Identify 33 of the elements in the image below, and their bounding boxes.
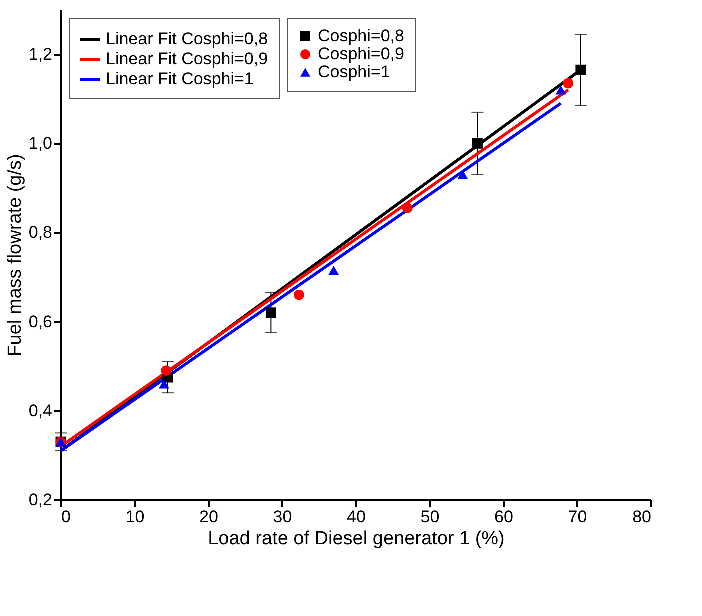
y-tick-label: 0,2: [28, 490, 52, 510]
x-tick-label: 20: [200, 508, 218, 526]
point: [328, 266, 340, 276]
legend-label: Linear Fit Cosphi=1: [106, 70, 254, 88]
x-tick-label: 40: [347, 508, 366, 526]
legend-label: Cosphi=0,9: [318, 44, 404, 64]
legend-label: Linear Fit Cosphi=0,8: [106, 30, 268, 48]
legend-label: Cosphi=0,8: [318, 26, 404, 46]
legend-label: Cosphi=1: [318, 62, 390, 82]
point: [266, 308, 276, 318]
x-tick-label: 60: [494, 508, 514, 526]
x-tick-label: 10: [126, 508, 145, 526]
legend-label: Linear Fit Cosphi=0,9: [106, 50, 268, 68]
y-tick-label: 0,4: [28, 401, 52, 420]
point: [472, 138, 483, 149]
y-axis-title: Fuel mass flowrate (g/s): [4, 154, 26, 357]
x-tick-label: 80: [632, 508, 652, 526]
point: [161, 366, 172, 376]
x-tick-label: 50: [420, 508, 440, 526]
point: [159, 380, 170, 389]
point: [563, 78, 574, 89]
point: [556, 86, 566, 95]
y-tick-label: 0,6: [28, 312, 52, 332]
point: [402, 202, 413, 214]
y-tick-label: 0,8: [28, 223, 52, 242]
x-axis-title: Load rate of Diesel generator 1 (%): [208, 528, 505, 550]
point: [294, 290, 304, 300]
x-tick-label: 70: [568, 508, 588, 526]
y-tick-label: 1,2: [28, 45, 52, 64]
x-tick-label: 0: [62, 508, 71, 526]
y-tick-label: 1,0: [28, 134, 52, 154]
point: [576, 64, 586, 76]
x-tick-label: 30: [273, 508, 292, 526]
